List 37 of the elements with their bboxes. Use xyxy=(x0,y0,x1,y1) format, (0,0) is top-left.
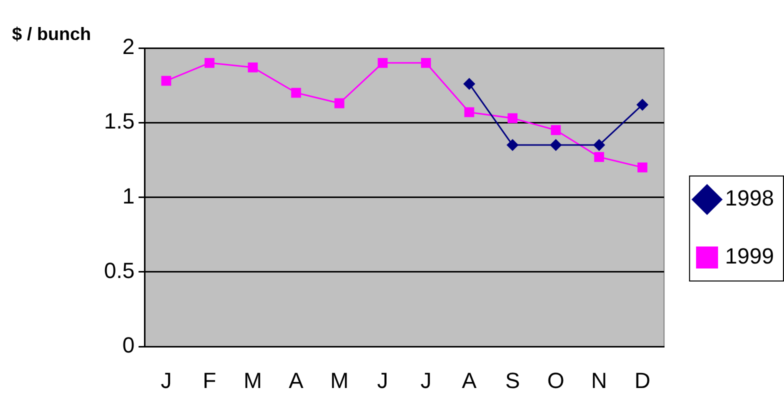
point xyxy=(464,107,474,118)
legend-label: 1999 xyxy=(725,244,774,269)
point xyxy=(550,139,562,152)
point xyxy=(421,58,431,68)
y-tick-label: 2 xyxy=(122,34,135,60)
x-tick-label: N xyxy=(591,368,608,393)
point xyxy=(636,98,648,111)
point xyxy=(334,98,344,108)
legend-label: 1998 xyxy=(725,186,774,211)
point xyxy=(204,58,214,68)
y-tick-label: 0.5 xyxy=(104,258,135,284)
point xyxy=(637,162,648,172)
point xyxy=(463,78,476,90)
y-axis-title: $ / bunch xyxy=(12,24,92,44)
x-tick-label: J xyxy=(377,368,388,393)
x-tick-label: M xyxy=(330,368,349,393)
point xyxy=(550,125,561,136)
x-tick-label: M xyxy=(244,368,262,393)
x-tick-label: J xyxy=(160,368,172,393)
x-tick-label: J xyxy=(420,368,432,393)
point xyxy=(508,113,518,124)
y-tick-label: 1.5 xyxy=(104,108,135,134)
point xyxy=(378,58,388,68)
x-tick-label: A xyxy=(462,368,477,393)
point xyxy=(161,76,172,86)
point xyxy=(291,88,302,98)
point xyxy=(594,152,604,162)
point xyxy=(506,139,519,152)
x-tick-label: A xyxy=(288,368,304,393)
y-tick-label: 0 xyxy=(122,332,135,358)
point xyxy=(593,139,606,152)
x-tick-label: O xyxy=(547,368,564,393)
y-tick-label: 1 xyxy=(122,183,135,208)
x-tick-label: D xyxy=(634,368,650,393)
x-tick-label: S xyxy=(505,368,520,393)
point xyxy=(248,62,258,72)
x-tick-label: F xyxy=(202,368,216,393)
